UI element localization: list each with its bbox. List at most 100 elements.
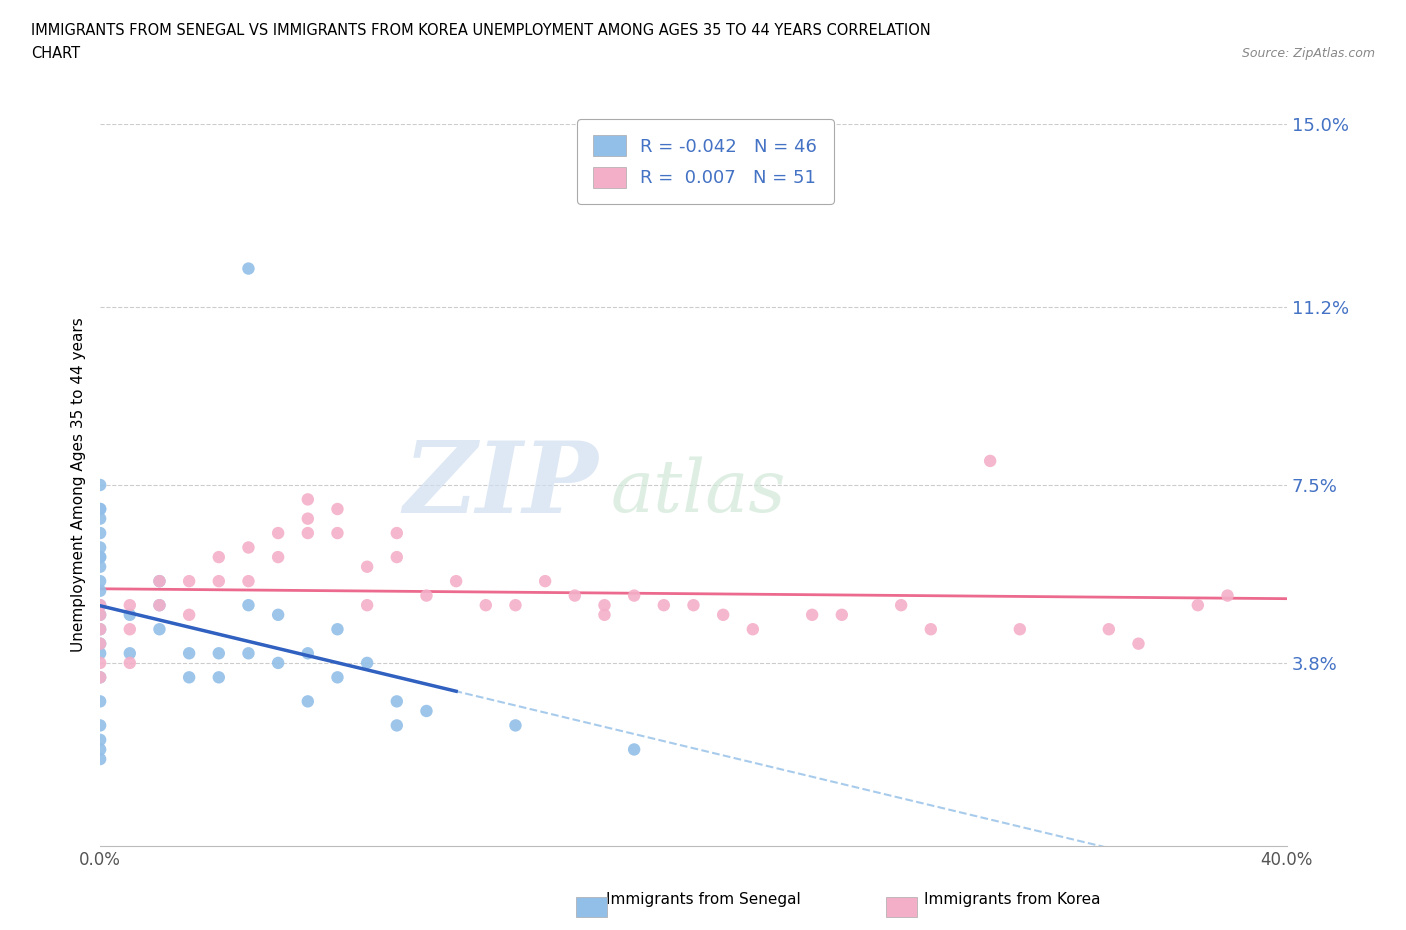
Point (238, 645, 260, 660)
Point (118, 607, 141, 622)
Point (89, 540, 111, 555)
Point (89, 477, 111, 492)
Point (89, 742, 111, 757)
Text: CHART: CHART (31, 46, 80, 61)
Point (890, 598, 912, 613)
Point (208, 550, 231, 565)
Point (385, 718, 408, 733)
Point (118, 622, 141, 637)
Point (475, 598, 498, 613)
Point (89, 607, 111, 622)
Point (89, 550, 111, 565)
Point (208, 574, 231, 589)
Point (267, 525, 290, 540)
Point (238, 598, 260, 613)
Point (682, 598, 704, 613)
Point (267, 656, 290, 671)
Point (356, 559, 378, 574)
Point (89, 598, 111, 613)
Point (297, 694, 319, 709)
Point (118, 645, 141, 660)
Point (148, 574, 170, 589)
Point (267, 550, 290, 565)
Point (89, 501, 111, 516)
Point (505, 598, 527, 613)
Point (297, 492, 319, 507)
Point (356, 598, 378, 613)
Point (148, 598, 170, 613)
Point (652, 598, 675, 613)
Text: atlas: atlas (610, 457, 786, 527)
Point (89, 733, 111, 748)
Point (385, 550, 408, 565)
Point (593, 598, 616, 613)
Point (920, 622, 942, 637)
Point (1216, 588, 1239, 603)
Point (89, 525, 111, 540)
Point (444, 574, 467, 589)
Point (564, 588, 586, 603)
Point (297, 525, 319, 540)
Point (148, 598, 170, 613)
Point (89, 574, 111, 589)
Point (89, 512, 111, 526)
Point (89, 718, 111, 733)
Point (711, 607, 734, 622)
Text: Immigrants from Senegal: Immigrants from Senegal (606, 892, 800, 907)
Point (238, 261, 260, 276)
Point (89, 501, 111, 516)
Point (623, 588, 645, 603)
Point (179, 670, 201, 684)
Point (1128, 636, 1150, 651)
Text: Source: ZipAtlas.com: Source: ZipAtlas.com (1241, 46, 1375, 60)
Point (148, 574, 170, 589)
Point (89, 583, 111, 598)
Point (89, 636, 111, 651)
Point (89, 636, 111, 651)
Point (385, 525, 408, 540)
Point (623, 742, 645, 757)
Point (415, 588, 437, 603)
Point (89, 598, 111, 613)
Point (801, 607, 824, 622)
Point (593, 607, 616, 622)
Point (148, 622, 170, 637)
Point (979, 454, 1001, 469)
Point (89, 622, 111, 637)
Point (297, 645, 319, 660)
Point (179, 645, 201, 660)
Point (89, 645, 111, 660)
Point (741, 622, 763, 637)
Point (89, 559, 111, 574)
Legend: R = -0.042   N = 46, R =  0.007   N = 51: R = -0.042 N = 46, R = 0.007 N = 51 (578, 119, 834, 204)
Point (89, 751, 111, 766)
Point (118, 598, 141, 613)
Point (297, 512, 319, 526)
Point (238, 574, 260, 589)
Point (238, 540, 260, 555)
Point (179, 607, 201, 622)
Text: ZIP: ZIP (404, 437, 599, 533)
Point (831, 607, 853, 622)
Point (89, 670, 111, 684)
Point (326, 670, 349, 684)
Point (1187, 598, 1209, 613)
Point (89, 694, 111, 709)
Point (415, 704, 437, 719)
Text: Immigrants from Korea: Immigrants from Korea (924, 892, 1101, 907)
Point (534, 574, 557, 589)
Point (385, 694, 408, 709)
Point (1098, 622, 1121, 637)
Y-axis label: Unemployment Among Ages 35 to 44 years: Unemployment Among Ages 35 to 44 years (72, 317, 86, 652)
Point (208, 645, 231, 660)
Point (89, 622, 111, 637)
Point (326, 622, 349, 637)
Point (89, 670, 111, 684)
Point (89, 550, 111, 565)
Point (89, 607, 111, 622)
Point (118, 656, 141, 671)
Point (505, 718, 527, 733)
Point (356, 656, 378, 671)
Point (326, 501, 349, 516)
Point (267, 607, 290, 622)
